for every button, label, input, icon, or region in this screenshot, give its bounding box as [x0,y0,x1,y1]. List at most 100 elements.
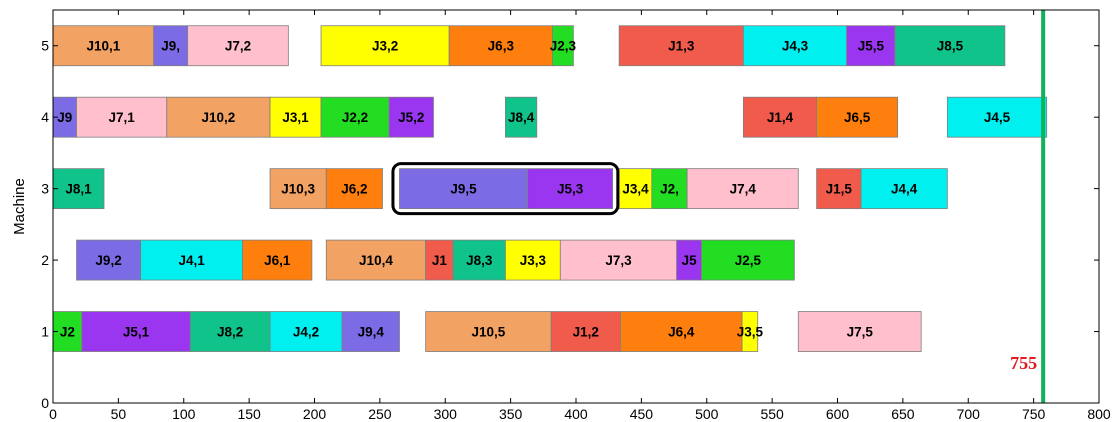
task-label: J6,2 [341,182,367,197]
task-label: J10,1 [86,39,120,54]
task-label: J5,2 [398,110,424,125]
task-bar [894,25,1006,67]
task-label: J8,5 [937,39,964,54]
x-tick-label: 600 [826,406,850,422]
task-bar [242,239,313,281]
task-bar [946,96,1048,138]
y-tick-label: 4 [41,109,49,125]
task-bar [341,311,400,352]
task-label: J9,5 [450,182,477,197]
x-tick-label: 500 [695,406,719,422]
task-label: J6,1 [264,253,291,268]
x-tick-label: 700 [957,406,981,422]
task-bar [189,311,271,352]
x-tick-label: 750 [1022,406,1046,422]
task-label: J7,5 [847,325,874,340]
task-label: J10,2 [202,110,236,125]
task-label: J1,3 [668,39,695,54]
task-bar [325,239,427,281]
x-tick-label: 0 [49,406,57,422]
y-axis-title: Machine [11,178,28,235]
task-bar [527,168,614,210]
y-tick-label: 5 [41,38,49,54]
task-bar [816,96,899,138]
x-tick-label: 650 [891,406,915,422]
task-bar [741,311,759,352]
task-bar [550,311,621,352]
task-label: J3,5 [737,325,764,340]
task-label: J6,3 [488,39,515,54]
task-bar [52,168,105,210]
task-label: J8,1 [65,182,92,197]
task-label: J6,4 [668,325,695,340]
task-label: J3,2 [372,39,398,54]
task-bar [448,25,553,67]
task-bar [797,311,922,352]
task-label: J10,5 [471,325,505,340]
task-bar [325,168,383,210]
task-bar [187,25,289,67]
y-tick-label: 3 [41,181,49,197]
task-label: J4,2 [293,325,319,340]
task-bar [269,311,343,352]
task-label: J1 [432,253,448,268]
task-label: J5,3 [557,182,584,197]
task-label: J4,4 [891,182,918,197]
task-bar [504,96,538,138]
task-label: J6,5 [844,110,871,125]
task-label: J9 [57,110,72,125]
task-bar [81,311,191,352]
axis-ticks: 0 50 100 150 200 250 300 350 400 450 500 550 600 650 7… [41,10,1111,422]
task-label: J8,2 [217,325,243,340]
x-tick-label: 350 [499,406,523,422]
task-label: J9,2 [95,253,121,268]
x-tick-label: 450 [630,406,654,422]
task-label: J5 [682,253,698,268]
task-label: J2,2 [342,110,368,125]
task-bar [676,239,702,281]
task-label: J8,4 [508,110,535,125]
task-bar [701,239,795,281]
y-tick-label: 1 [41,324,49,340]
x-tick-label: 300 [434,406,458,422]
task-label: J10,3 [281,182,315,197]
task-label: J3,3 [520,253,547,268]
x-tick-label: 550 [760,406,784,422]
task-label: J3,1 [282,110,309,125]
task-label: J4,3 [782,39,809,54]
task-bar [52,25,155,67]
task-bars [52,25,1048,352]
task-label: J5,5 [858,39,885,54]
task-label: J3,4 [622,182,649,197]
task-bar [742,25,848,67]
task-label: J10,4 [359,253,393,268]
x-tick-label: 800 [1087,406,1111,422]
task-label: J1,2 [573,325,599,340]
task-bar [620,311,743,352]
task-bar [618,168,653,210]
task-label: J2,3 [550,39,577,54]
task-bar [320,25,450,67]
task-bar [552,25,574,67]
task-label: J5,1 [123,325,150,340]
task-bar [504,239,561,281]
highlight-box [391,162,620,216]
y-tick-label: 0 [41,395,49,411]
task-bar [76,239,142,281]
task-label: J7,2 [225,39,251,54]
task-bar [618,25,744,67]
task-bar [816,168,862,210]
task-bar [140,239,243,281]
task-label: J2 [60,325,75,340]
task-bar [388,96,434,138]
task-label: J4,5 [984,110,1011,125]
task-bar [846,25,896,67]
x-tick-label: 50 [111,406,127,422]
task-labels: J10,1 J9, J7,2 J3,2 J6,3 J2,3 J1,3 J4,3 J5,5 J8,5… [57,39,1010,340]
task-label: J2,5 [735,253,762,268]
task-label: J8,3 [466,253,493,268]
task-bar [76,96,168,138]
task-bar [425,239,454,281]
task-bar [860,168,948,210]
